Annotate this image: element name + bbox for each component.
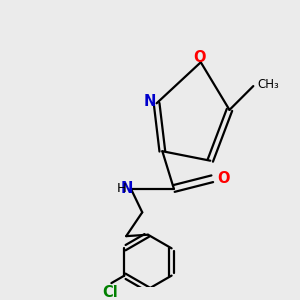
Text: CH₃: CH₃ (258, 78, 279, 91)
Text: N: N (144, 94, 157, 110)
Text: H: H (117, 182, 127, 195)
Text: Cl: Cl (102, 284, 118, 299)
Text: O: O (218, 171, 230, 186)
Text: N: N (121, 181, 133, 196)
Text: O: O (193, 50, 206, 64)
